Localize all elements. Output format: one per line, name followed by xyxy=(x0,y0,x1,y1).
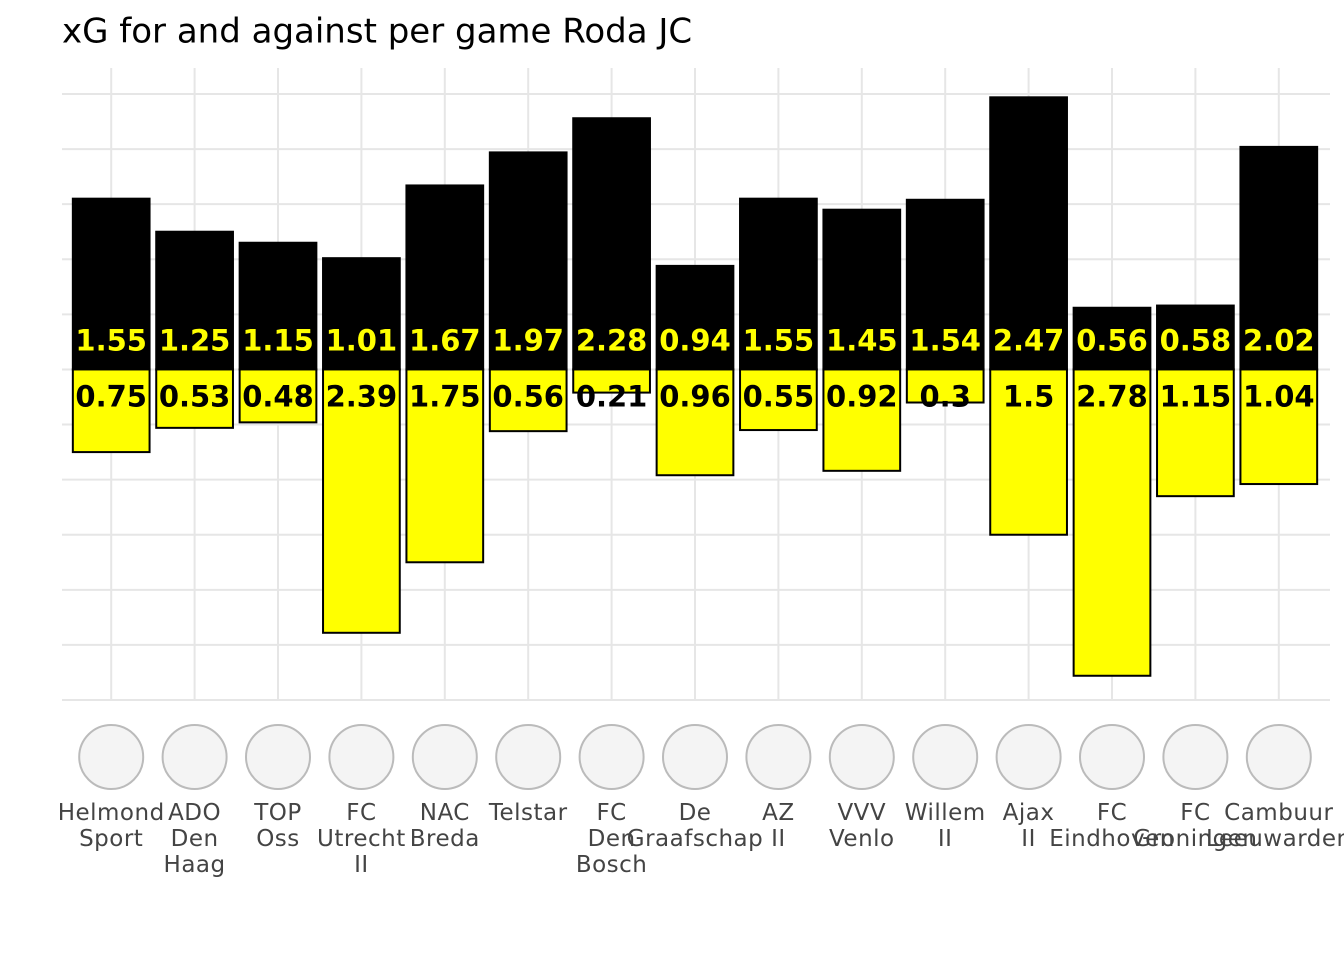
value-label: 0.56 xyxy=(1076,323,1148,357)
value-label: 1.75 xyxy=(409,379,481,413)
bar xyxy=(405,184,485,371)
value-label: 0.21 xyxy=(576,379,648,413)
value-label: 1.25 xyxy=(159,323,231,357)
bar xyxy=(488,151,568,371)
x-tick-label: FC Groningen xyxy=(1133,800,1258,852)
team-logo xyxy=(78,724,145,790)
bar xyxy=(238,241,318,371)
value-label: 1.5 xyxy=(1003,379,1054,413)
bar xyxy=(71,197,151,371)
bar xyxy=(655,264,735,371)
bar xyxy=(739,368,818,432)
bar xyxy=(989,368,1068,536)
team-logo xyxy=(245,724,311,790)
bar xyxy=(905,368,985,404)
value-label: 0.94 xyxy=(659,323,731,357)
value-label: 2.28 xyxy=(576,323,648,357)
value-label: 2.47 xyxy=(993,323,1065,357)
bar xyxy=(322,257,401,371)
bar xyxy=(1072,306,1152,371)
bar xyxy=(1072,368,1152,677)
team-logo xyxy=(662,724,728,790)
team-logo xyxy=(1245,724,1312,790)
team-logo xyxy=(828,724,895,790)
value-label: 0.56 xyxy=(492,379,564,413)
value-label: 0.3 xyxy=(920,379,971,413)
bar xyxy=(1156,368,1235,498)
value-label: 0.96 xyxy=(659,379,731,413)
team-logo xyxy=(1079,724,1145,790)
bar xyxy=(238,368,318,424)
x-tick-label: Telstar xyxy=(488,800,568,826)
team-logo xyxy=(1162,724,1229,790)
value-label: 1.04 xyxy=(1243,379,1315,413)
x-tick-label: De Graafschap xyxy=(626,800,764,852)
value-label: 0.48 xyxy=(242,379,314,413)
x-tick-label: ADO Den Haag xyxy=(163,800,226,878)
bar xyxy=(822,208,902,371)
bar xyxy=(905,198,985,371)
bar xyxy=(655,368,735,477)
x-tick-label: NAC Breda xyxy=(409,800,480,852)
value-label: 2.02 xyxy=(1243,323,1315,357)
bar xyxy=(322,368,401,634)
x-tick-label: Willem II xyxy=(904,800,986,852)
value-label: 1.54 xyxy=(909,323,981,357)
team-logo xyxy=(578,724,645,790)
value-label: 0.58 xyxy=(1160,323,1232,357)
team-logo xyxy=(912,724,979,790)
x-tick-label: AZ II xyxy=(762,800,795,852)
bar xyxy=(572,368,651,394)
bar xyxy=(989,96,1068,371)
x-tick-label: FC Den Bosch xyxy=(575,800,648,878)
bar xyxy=(155,368,234,429)
bar xyxy=(71,368,151,454)
value-label: 1.01 xyxy=(326,323,398,357)
team-logo xyxy=(495,724,562,790)
value-label: 1.55 xyxy=(743,323,815,357)
x-tick-label: FC Utrecht II xyxy=(317,800,406,878)
team-logo xyxy=(161,724,228,790)
value-label: 1.15 xyxy=(1160,379,1232,413)
value-label: 1.55 xyxy=(75,323,147,357)
value-label: 2.78 xyxy=(1076,379,1148,413)
value-label: 1.67 xyxy=(409,323,481,357)
value-label: 1.15 xyxy=(242,323,314,357)
value-label: 2.39 xyxy=(326,379,398,413)
bar xyxy=(739,197,818,371)
bar xyxy=(1239,368,1319,486)
chart-title: xG for and against per game Roda JC xyxy=(62,12,692,52)
x-tick-label: Helmond Sport xyxy=(57,800,165,852)
bar xyxy=(488,368,568,433)
x-tick-label: Cambuur Leeuwarden xyxy=(1206,800,1344,852)
team-logo xyxy=(745,724,812,790)
bar xyxy=(822,368,902,472)
team-logo xyxy=(995,724,1062,790)
value-label: 0.92 xyxy=(826,379,898,413)
team-logo xyxy=(411,724,478,790)
bar xyxy=(405,368,485,564)
bar xyxy=(155,230,234,371)
x-tick-label: VVV Venlo xyxy=(828,800,895,852)
x-tick-label: FC Eindhoven xyxy=(1049,800,1175,852)
value-label: 1.97 xyxy=(492,323,564,357)
value-label: 1.45 xyxy=(826,323,898,357)
x-tick-label: TOP Oss xyxy=(254,800,302,852)
x-tick-label: Ajax II xyxy=(1002,800,1055,852)
value-label: 0.55 xyxy=(743,379,815,413)
team-logo xyxy=(328,724,395,790)
value-label: 0.75 xyxy=(75,379,147,413)
value-label: 0.53 xyxy=(159,379,231,413)
